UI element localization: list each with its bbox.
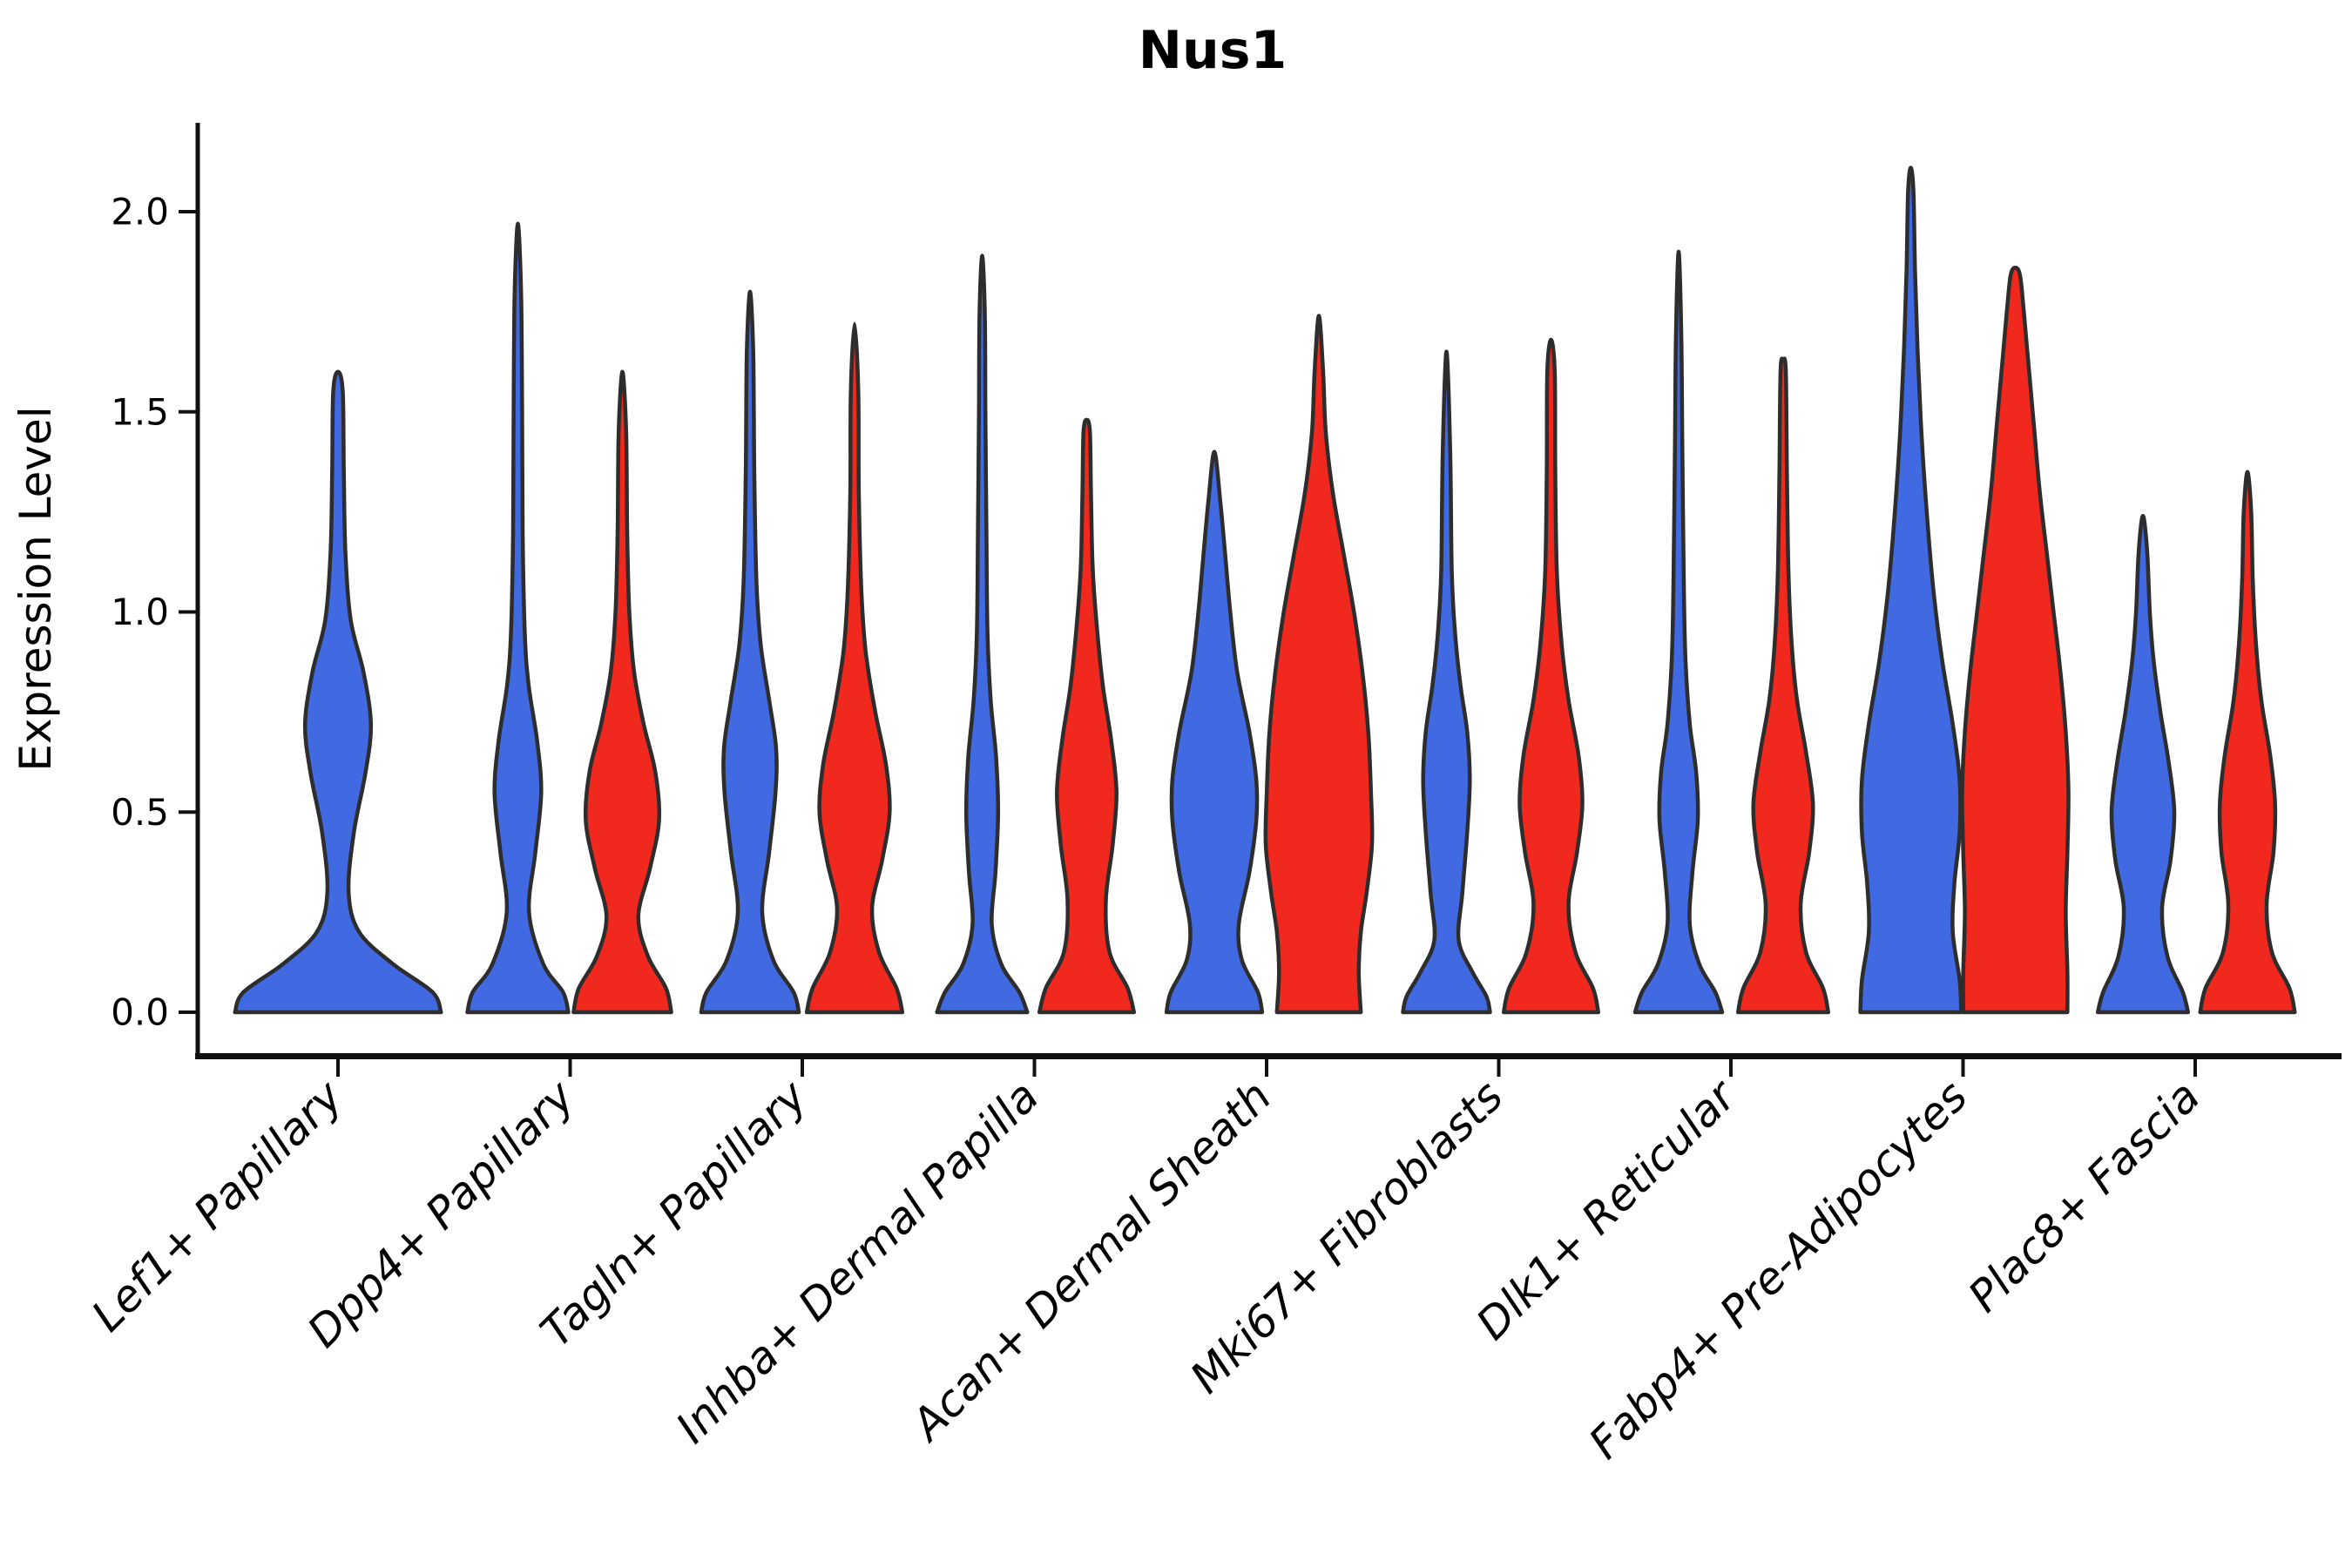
violin-bodies <box>233 166 2297 1015</box>
y-tick-label-1: 0.5 <box>111 791 169 834</box>
violin-3-blue <box>935 253 1030 1015</box>
axis-spines <box>195 123 2342 1059</box>
x-tick-marks <box>336 1058 2197 1077</box>
violin-1-red <box>571 369 673 1015</box>
y-tick-marks <box>179 210 198 1014</box>
violin-4-red <box>1263 314 1375 1015</box>
y-tick-labels: 0.0 0.5 1.0 1.5 2.0 <box>111 191 169 1034</box>
violin-6-red <box>1735 356 1831 1015</box>
violin-2-blue <box>699 289 801 1015</box>
violin-1-blue <box>465 221 571 1015</box>
y-tick-label-4: 2.0 <box>111 191 169 233</box>
violin-2-red <box>804 321 905 1015</box>
y-tick-label-0: 0.0 <box>111 991 169 1034</box>
violin-3-red <box>1037 417 1137 1015</box>
y-tick-label-3: 1.5 <box>111 390 169 433</box>
violin-0-blue <box>233 369 443 1015</box>
y-axis-label: Expression Level <box>10 406 61 771</box>
y-tick-label-2: 1.0 <box>111 591 169 633</box>
violin-7-blue <box>1858 166 1963 1015</box>
chart-title: Nus1 <box>1139 20 1287 81</box>
x-tick-label-8: Plac8+ Fascia <box>1959 1071 2210 1321</box>
violin-8-blue <box>2095 513 2191 1015</box>
violin-5-red <box>1501 337 1601 1015</box>
violin-8-red <box>2198 470 2297 1015</box>
violin-7-red <box>1960 266 2071 1015</box>
x-tick-label-0: Lef1+ Papillary <box>82 1070 353 1341</box>
violin-5-blue <box>1401 349 1492 1015</box>
violin-6-blue <box>1632 249 1725 1015</box>
violin-4-blue <box>1164 449 1265 1015</box>
x-tick-label-7: Fabp4+ Pre-Adipocytes <box>1579 1071 1977 1469</box>
x-tick-labels: Lef1+ Papillary Dpp4+ Papillary Tagln+ P… <box>82 1069 2209 1469</box>
